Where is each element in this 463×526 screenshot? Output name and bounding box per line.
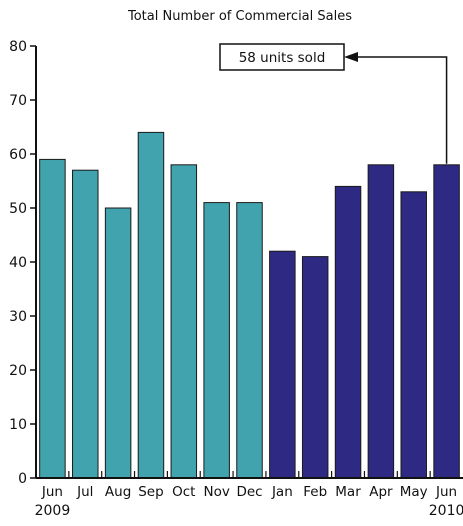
annotation-box: [219, 43, 345, 71]
bar: [400, 191, 427, 479]
y-tick-label: 50: [9, 201, 27, 217]
annotation-arrowhead: [344, 52, 358, 62]
y-tick-label: 30: [9, 309, 27, 325]
y-tick-label: 20: [9, 363, 27, 379]
annotation-leader-line: [356, 56, 448, 164]
x-axis: Jun Jul Aug Sep Oct Nov Dec Jan Feb Mar Apr May Jun 2…: [35, 471, 463, 519]
x-tick-label: Jun: [435, 484, 457, 500]
bar: [104, 207, 132, 479]
y-tick-label: 10: [9, 417, 27, 433]
annotation-group: 58 units sold: [219, 43, 448, 164]
annotation-label: 58 units sold: [239, 50, 326, 66]
bar: [269, 250, 296, 479]
y-axis: 0 10 20 30 40 50 60 70 80: [9, 39, 37, 487]
y-tick-label: 80: [9, 39, 27, 55]
bars-group: [39, 131, 460, 479]
x-tick-label: May: [400, 484, 428, 500]
x-tick-label: Mar: [335, 484, 361, 500]
x-tick-label: Nov: [203, 484, 229, 500]
bar: [367, 164, 395, 479]
x-tick-label: Apr: [369, 484, 393, 500]
x-tick-label: Feb: [303, 484, 327, 500]
bar: [433, 164, 460, 479]
bar: [39, 158, 66, 479]
y-tick-label: 60: [9, 147, 27, 163]
x-tick-label: Jul: [76, 484, 93, 500]
x-tick-label: Jun: [41, 484, 63, 500]
bar: [236, 202, 263, 479]
y-tick-label: 0: [18, 471, 27, 487]
x-tick-label: Dec: [236, 484, 262, 500]
y-tick-label: 40: [9, 255, 27, 271]
bar: [203, 202, 230, 479]
x-tick-label: Aug: [105, 484, 131, 500]
x-tick-label: Jan: [271, 484, 293, 500]
x-tick-label: Sep: [138, 484, 163, 500]
year-label: 2009: [35, 503, 71, 519]
bar: [170, 164, 198, 479]
chart-title: Total Number of Commercial Sales: [127, 9, 352, 24]
bar: [137, 131, 165, 479]
x-tick-label: Oct: [172, 484, 195, 500]
bar: [301, 256, 329, 479]
y-tick-label: 70: [9, 93, 27, 109]
bar: [334, 185, 362, 479]
bar: [72, 169, 99, 479]
year-label: 2010: [429, 503, 463, 519]
